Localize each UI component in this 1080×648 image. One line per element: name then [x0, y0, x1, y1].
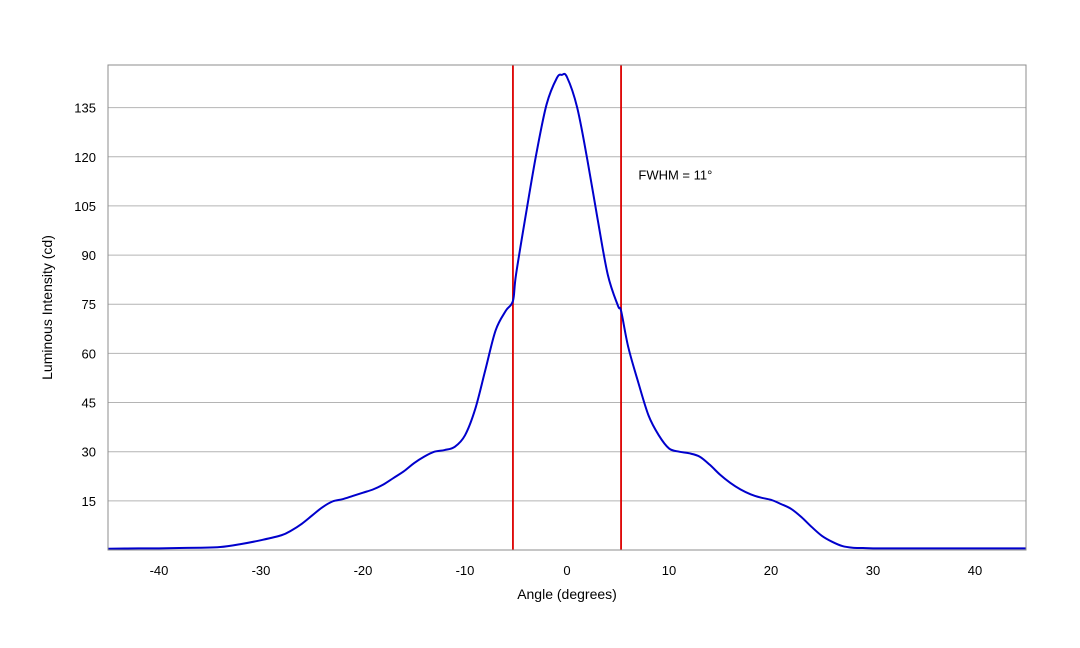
y-axis-title: Luminous Intensity (cd)	[39, 235, 55, 380]
x-tick-label: 20	[764, 563, 778, 578]
x-tick-label: 30	[866, 563, 880, 578]
x-tick-labels: -40 -30 -20 -10 0 10 20 30 40	[150, 563, 983, 578]
y-tick-label: 15	[82, 494, 96, 509]
y-tick-label: 90	[82, 248, 96, 263]
y-tick-label: 120	[74, 150, 96, 165]
y-tick-label: 75	[82, 297, 96, 312]
y-tick-label: 135	[74, 101, 96, 116]
y-tick-label: 45	[82, 396, 96, 411]
y-tick-label: 60	[82, 346, 96, 361]
x-axis-title: Angle (degrees)	[517, 586, 617, 602]
y-tick-label: 30	[82, 445, 96, 460]
y-tick-label: 105	[74, 199, 96, 214]
fwhm-marker-lines	[512, 65, 622, 550]
x-tick-label: -10	[456, 563, 475, 578]
fwhm-annotation: FWHM = 11°	[638, 168, 712, 183]
x-tick-label: 0	[563, 563, 570, 578]
x-tick-label: -40	[150, 563, 169, 578]
x-tick-label: -20	[354, 563, 373, 578]
x-tick-label: 10	[662, 563, 676, 578]
x-tick-label: -30	[252, 563, 271, 578]
series-lines	[107, 72, 1026, 550]
plot-frame	[107, 64, 1027, 551]
x-tick-label: 40	[968, 563, 982, 578]
intensity-series-line	[107, 72, 1026, 550]
annotations: FWHM = 11°	[638, 168, 712, 183]
grid-lines	[108, 107, 1026, 502]
y-tick-labels: 15 30 45 60 75 90 105 120 135	[74, 101, 96, 509]
